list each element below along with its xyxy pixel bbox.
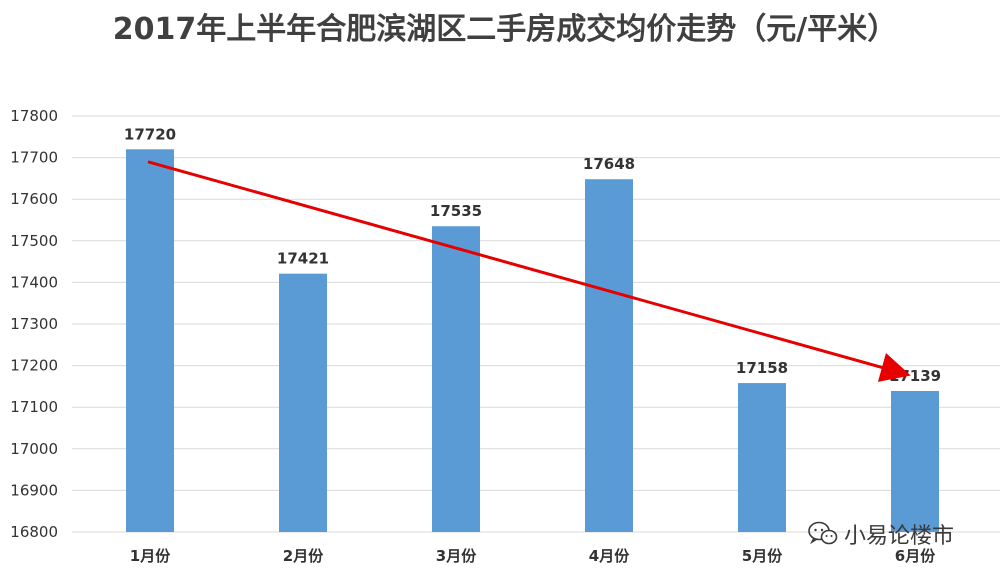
y-tick-label: 16800 — [10, 523, 58, 541]
chart-title: 2017年上半年合肥滨湖区二手房成交均价走势（元/平米） — [112, 12, 898, 47]
y-tick-label: 17800 — [10, 107, 58, 125]
trend-arrow-line — [147, 160, 911, 382]
data-label-4: 17648 — [583, 155, 635, 173]
bar-5 — [738, 383, 786, 532]
bar-6 — [891, 390, 939, 532]
y-tick-label: 17300 — [10, 315, 58, 333]
y-tick-label: 17700 — [10, 149, 58, 167]
y-tick-label: 17000 — [10, 440, 58, 458]
x-axis: 1月份 2月份 3月份 4月份 5月份 6月份 — [130, 547, 936, 565]
gridlines — [72, 115, 1000, 533]
y-tick-label: 17200 — [10, 357, 58, 375]
bars — [126, 149, 939, 533]
bar-4 — [585, 179, 633, 532]
x-category-label: 3月份 — [436, 547, 477, 565]
y-tick-label: 17400 — [10, 273, 58, 291]
watermark-text: 小易论楼市 — [844, 524, 955, 549]
y-tick-label: 16900 — [10, 481, 58, 499]
bar-3 — [432, 226, 480, 533]
data-labels: 17720 17421 17535 17648 17158 17139 — [124, 125, 941, 385]
data-label-6: 17139 — [889, 367, 941, 385]
bar-2 — [279, 273, 327, 532]
x-category-label: 4月份 — [589, 547, 630, 565]
y-tick-label: 17500 — [10, 232, 58, 250]
y-tick-label: 17100 — [10, 398, 58, 416]
bar-1 — [126, 149, 174, 532]
data-label-1: 17720 — [124, 125, 176, 143]
y-tick-label: 17600 — [10, 190, 58, 208]
x-category-label: 6月份 — [895, 547, 936, 565]
trend-arrow — [147, 160, 911, 382]
data-label-2: 17421 — [277, 250, 329, 268]
watermark: 小易论楼市 — [808, 518, 954, 550]
x-category-label: 2月份 — [283, 547, 324, 565]
data-label-5: 17158 — [736, 359, 788, 377]
x-category-label: 1月份 — [130, 547, 171, 565]
x-category-label: 5月份 — [742, 547, 783, 565]
wechat-icon — [808, 521, 838, 545]
y-axis: 16800 16900 17000 17100 17200 17300 17400 17500… — [10, 107, 58, 541]
data-label-3: 17535 — [430, 202, 482, 220]
